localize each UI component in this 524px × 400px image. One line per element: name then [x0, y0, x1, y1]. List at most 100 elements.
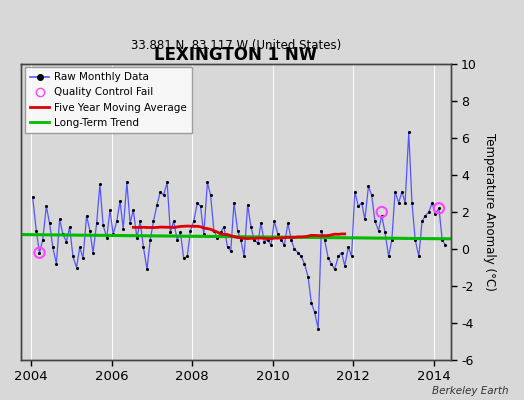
Point: [206, 192, 215, 198]
Point: [166, 229, 174, 236]
Point: [113, 218, 121, 224]
Point: [364, 183, 373, 189]
Point: [139, 244, 148, 250]
Point: [193, 200, 202, 206]
Point: [75, 244, 84, 250]
Point: [82, 212, 91, 219]
Point: [116, 198, 124, 204]
Point: [179, 255, 188, 262]
Point: [411, 236, 419, 243]
Point: [92, 220, 101, 226]
Text: 33.881 N, 83.117 W (United States): 33.881 N, 83.117 W (United States): [130, 39, 341, 52]
Point: [287, 236, 296, 243]
Point: [395, 200, 403, 206]
Point: [320, 236, 329, 243]
Point: [187, 227, 195, 234]
Point: [163, 179, 171, 186]
Point: [361, 216, 369, 222]
Legend: Raw Monthly Data, Quality Control Fail, Five Year Moving Average, Long-Term Tren: Raw Monthly Data, Quality Control Fail, …: [25, 67, 192, 133]
Point: [52, 261, 61, 267]
Point: [257, 220, 265, 226]
Point: [237, 236, 245, 243]
Point: [126, 220, 134, 226]
Point: [408, 200, 416, 206]
Point: [109, 231, 117, 237]
Point: [49, 244, 57, 250]
Point: [378, 209, 386, 215]
Point: [264, 236, 272, 243]
Point: [344, 244, 353, 250]
Point: [297, 253, 305, 260]
Point: [149, 218, 158, 224]
Point: [46, 220, 54, 226]
Point: [328, 261, 336, 267]
Point: [290, 246, 299, 252]
Point: [428, 200, 436, 206]
Point: [106, 207, 114, 213]
Point: [89, 250, 97, 256]
Point: [334, 253, 343, 260]
Y-axis label: Temperature Anomaly (°C): Temperature Anomaly (°C): [483, 133, 496, 291]
Point: [371, 218, 379, 224]
Point: [405, 129, 413, 136]
Point: [216, 229, 225, 236]
Point: [381, 229, 389, 236]
Point: [200, 231, 208, 237]
Point: [244, 201, 252, 208]
Point: [133, 235, 141, 241]
Point: [307, 300, 315, 306]
Point: [35, 250, 43, 256]
Point: [284, 220, 292, 226]
Point: [267, 242, 275, 248]
Point: [79, 255, 87, 262]
Point: [143, 266, 151, 272]
Point: [159, 192, 168, 198]
Point: [119, 226, 127, 232]
Point: [280, 242, 289, 248]
Point: [213, 235, 222, 241]
Point: [233, 227, 242, 234]
Point: [56, 216, 64, 222]
Point: [438, 236, 446, 243]
Point: [247, 224, 255, 230]
Point: [337, 250, 346, 256]
Title: LEXINGTON 1 NW: LEXINGTON 1 NW: [154, 46, 318, 64]
Point: [260, 238, 268, 245]
Point: [351, 188, 359, 195]
Text: Berkeley Earth: Berkeley Earth: [432, 386, 508, 396]
Point: [38, 236, 47, 243]
Point: [69, 253, 77, 260]
Point: [66, 224, 74, 230]
Point: [129, 207, 137, 213]
Point: [96, 181, 104, 188]
Point: [374, 227, 383, 234]
Point: [99, 222, 107, 228]
Point: [435, 205, 443, 212]
Point: [294, 250, 302, 256]
Point: [28, 194, 37, 200]
Point: [136, 218, 144, 224]
Point: [72, 264, 81, 271]
Point: [103, 235, 111, 241]
Point: [173, 236, 181, 243]
Point: [226, 248, 235, 254]
Point: [153, 201, 161, 208]
Point: [203, 179, 212, 186]
Point: [32, 227, 40, 234]
Point: [300, 261, 309, 267]
Point: [347, 253, 356, 260]
Point: [176, 229, 184, 236]
Point: [250, 236, 258, 243]
Point: [310, 309, 319, 315]
Point: [401, 200, 409, 206]
Point: [331, 266, 339, 272]
Point: [398, 188, 406, 195]
Point: [42, 203, 50, 210]
Point: [435, 205, 443, 212]
Point: [324, 255, 332, 262]
Point: [123, 179, 131, 186]
Point: [210, 227, 218, 234]
Point: [146, 236, 155, 243]
Point: [169, 218, 178, 224]
Point: [35, 250, 43, 256]
